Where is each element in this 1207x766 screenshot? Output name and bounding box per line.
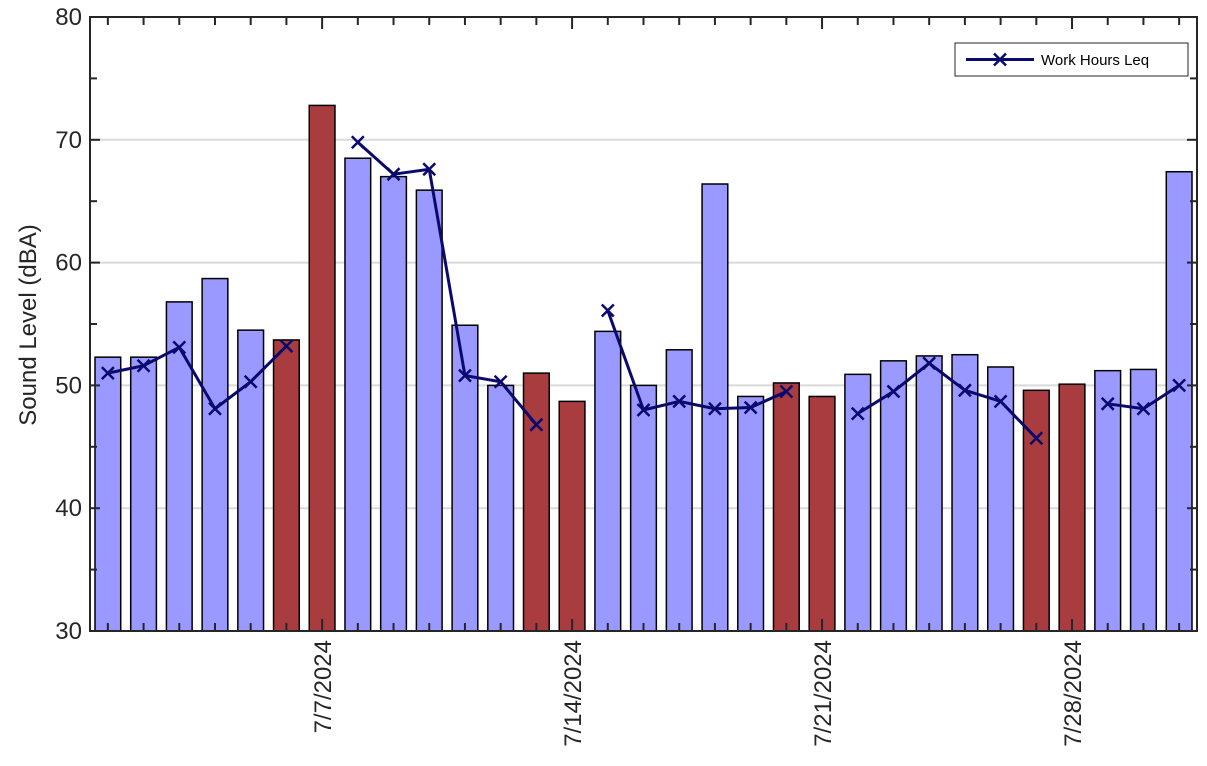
legend-series-label: Work Hours Leq	[1041, 52, 1149, 69]
line-marker	[1136, 401, 1151, 416]
line-marker	[493, 374, 508, 389]
weekend-bar	[772, 382, 800, 632]
line-marker	[1100, 396, 1115, 411]
line-marker	[743, 400, 758, 415]
line-marker	[350, 135, 365, 150]
weekend-bar	[1058, 383, 1086, 632]
weekend-bar	[1022, 389, 1050, 632]
legend-box	[954, 42, 1189, 77]
y-axis-label: Sound Level (dBA)	[15, 224, 42, 425]
weekday-bar	[1165, 170, 1193, 632]
weekday-bar	[1094, 369, 1122, 632]
line-marker	[886, 384, 901, 399]
weekend-bar	[272, 339, 301, 632]
x-tick-label: 7/7/2024	[310, 640, 337, 733]
y-tick-label: 70	[55, 127, 82, 154]
line-marker	[779, 384, 794, 399]
weekday-bar	[844, 373, 872, 632]
legend: Work Hours Leq	[954, 42, 1189, 77]
y-tick-label: 40	[55, 495, 82, 522]
weekday-bar	[1129, 368, 1158, 632]
line-marker	[600, 303, 615, 318]
weekday-bar	[665, 349, 693, 632]
x-tick-label: 7/28/2024	[1060, 640, 1087, 747]
weekday-bar	[737, 395, 765, 632]
line-marker	[422, 162, 437, 177]
weekend-bar	[308, 104, 336, 632]
line-segment	[606, 309, 787, 412]
line-marker	[708, 401, 722, 416]
y-tick-label: 60	[55, 250, 82, 277]
weekday-bar	[986, 366, 1015, 632]
line-marker	[136, 358, 151, 373]
weekday-bar	[487, 384, 515, 632]
weekday-bar	[951, 353, 979, 632]
y-tick-labels: 30 40 50 60 70 80	[55, 4, 82, 645]
line-marker	[850, 406, 865, 421]
line-marker	[529, 417, 544, 432]
line-marker	[922, 356, 937, 371]
line-marker	[993, 394, 1008, 409]
line-segment	[856, 361, 1038, 440]
y-tick-label: 80	[55, 4, 82, 31]
line-marker	[172, 340, 187, 355]
y-tick-label: 30	[55, 618, 82, 645]
weekday-bar	[201, 277, 229, 632]
weekday-bar	[344, 157, 372, 632]
line-marker	[636, 403, 651, 417]
x-tick-labels: 7/7/2024 7/14/2024 7/21/2024 7/28/2024	[310, 640, 1087, 747]
line-marker	[1172, 378, 1187, 393]
legend-marker-icon	[993, 52, 1007, 67]
weekday-bar	[379, 175, 408, 632]
line-marker	[386, 167, 401, 182]
line-marker	[958, 383, 972, 398]
weekday-bar	[415, 189, 443, 632]
weekday-bar	[94, 356, 122, 632]
line-marker	[672, 394, 687, 409]
x-tick-label: 7/21/2024	[810, 640, 837, 747]
bars	[94, 104, 1193, 632]
line-marker	[279, 339, 294, 353]
weekend-bar	[558, 400, 586, 632]
weekday-bar	[915, 355, 943, 632]
weekday-bar	[129, 356, 158, 632]
line-marker	[100, 366, 115, 381]
axes	[89, 16, 1198, 632]
weekend-bar	[808, 395, 836, 632]
y-tick-label: 50	[55, 372, 82, 399]
work-hours-leq-line	[100, 135, 1187, 446]
line-marker	[243, 374, 258, 389]
weekday-bar	[165, 301, 193, 632]
weekday-bar	[629, 384, 658, 632]
line-marker	[208, 401, 222, 416]
weekday-bar	[879, 360, 908, 632]
line-marker	[1029, 431, 1044, 446]
weekday-bar	[237, 329, 265, 632]
x-tick-label: 7/14/2024	[560, 640, 587, 747]
weekday-bar	[594, 330, 622, 632]
line-marker	[458, 368, 472, 383]
